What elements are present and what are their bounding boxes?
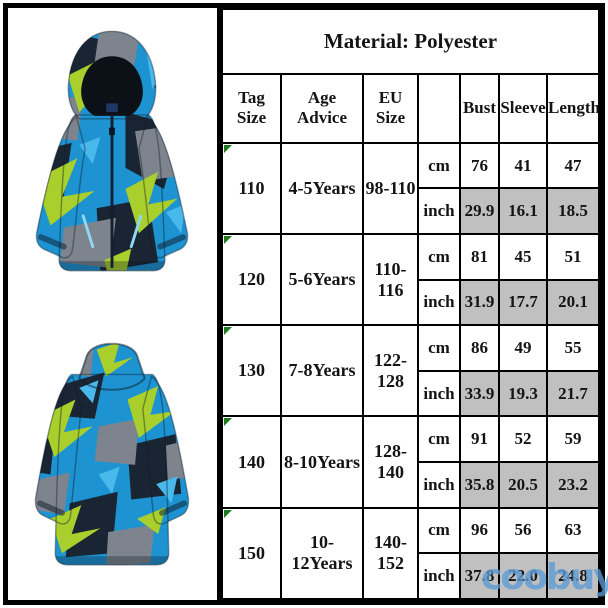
age-advice-cell: 4-5Years (280, 141, 364, 236)
age-advice-cell: 5-6Years (280, 233, 364, 327)
col-header-bust: Bust (459, 72, 500, 144)
bust-inch-cell: 29.9 (459, 187, 500, 236)
bust-cm-cell: 76 (459, 141, 500, 190)
col-header-length: Length (546, 72, 600, 144)
size-chart-panel: Material: Polyester Tag Size Age Advice … (217, 8, 600, 601)
cell-marker-triangle (224, 236, 232, 245)
col-header-age-advice: Age Advice (280, 72, 364, 144)
tag-size-cell: 130 (221, 324, 282, 418)
eu-size-cell: 140-152 (362, 506, 419, 601)
age-advice-cell: 7-8Years (280, 324, 364, 418)
bust-cm-cell: 96 (459, 506, 500, 555)
unit-cm-cell: cm (417, 233, 461, 281)
eu-size-cell: 122-128 (362, 324, 419, 418)
bust-cm-cell: 86 (459, 324, 500, 372)
size-row-cm: 110 4-5Years 98-110 cm 76 41 47 (221, 141, 600, 236)
tag-size-value: 120 (238, 269, 265, 290)
length-cm-cell: 59 (546, 415, 600, 464)
size-row-cm: 150 10-12Years 140-152 cm 96 56 63 (221, 506, 600, 601)
col-header-unit (417, 72, 461, 144)
col-header-sleeve: Sleeve (498, 72, 548, 144)
image-frame: Material: Polyester Tag Size Age Advice … (3, 3, 605, 605)
size-chart-table: Material: Polyester Tag Size Age Advice … (221, 8, 600, 601)
unit-inch-cell: inch (417, 461, 461, 509)
bust-cm-cell: 91 (459, 415, 500, 464)
col-header-tag-size: Tag Size (221, 72, 282, 144)
cell-marker-triangle (224, 418, 232, 427)
jacket-back-photo (34, 342, 190, 566)
length-inch-cell: 23.2 (546, 461, 600, 509)
unit-inch-cell: inch (417, 369, 461, 418)
sleeve-inch-cell: 19.3 (498, 369, 548, 418)
eu-size-cell: 98-110 (362, 141, 419, 236)
tag-size-value: 140 (238, 451, 265, 472)
jacket-front-photo (35, 30, 189, 272)
sleeve-cm-cell: 49 (498, 324, 548, 372)
unit-cm-cell: cm (417, 324, 461, 372)
tag-size-cell: 140 (221, 415, 282, 509)
bust-inch-cell: 37.8 (459, 552, 500, 600)
length-inch-cell: 24.8 (546, 552, 600, 600)
eu-size-cell: 110-116 (362, 233, 419, 327)
unit-cm-cell: cm (417, 506, 461, 555)
length-inch-cell: 21.7 (546, 369, 600, 418)
unit-inch-cell: inch (417, 278, 461, 327)
col-header-eu-size: EU Size (362, 72, 419, 144)
size-row-inch: inch 31.9 17.7 20.1 (222, 278, 600, 327)
age-advice-cell: 10-12Years (280, 506, 364, 601)
sleeve-inch-cell: 22.0 (498, 552, 548, 600)
size-row-inch: inch 33.9 19.3 21.7 (222, 369, 600, 418)
size-row-inch: inch 35.8 20.5 23.2 (222, 461, 600, 509)
sleeve-inch-cell: 17.7 (498, 278, 548, 327)
sleeve-inch-cell: 16.1 (498, 187, 548, 236)
sleeve-inch-cell: 20.5 (498, 461, 548, 509)
bust-inch-cell: 31.9 (459, 278, 500, 327)
length-cm-cell: 55 (546, 324, 600, 372)
size-row-cm: 140 8-10Years 128-140 cm 91 52 59 (221, 415, 600, 509)
material-row: Material: Polyester (221, 8, 600, 75)
sleeve-cm-cell: 45 (498, 233, 548, 281)
product-photo-panel (8, 8, 217, 600)
tag-size-value: 130 (238, 360, 265, 381)
cell-marker-triangle (224, 327, 232, 336)
bust-inch-cell: 33.9 (459, 369, 500, 418)
age-advice-cell: 8-10Years (280, 415, 364, 509)
sleeve-cm-cell: 41 (498, 141, 548, 190)
unit-cm-cell: cm (417, 415, 461, 464)
column-header-row: Tag Size Age Advice EU Size Bust Sleeve … (221, 72, 600, 144)
length-cm-cell: 47 (546, 141, 600, 190)
bust-cm-cell: 81 (459, 233, 500, 281)
unit-cm-cell: cm (417, 141, 461, 190)
cell-marker-triangle (224, 509, 232, 518)
tag-size-value: 110 (238, 177, 265, 198)
tag-size-cell: 110 (221, 141, 282, 236)
material-title: Material: Polyester (221, 8, 600, 75)
cell-marker-triangle (224, 144, 232, 153)
tag-size-cell: 150 (221, 506, 282, 601)
bust-inch-cell: 35.8 (459, 461, 500, 509)
unit-inch-cell: inch (417, 187, 461, 236)
length-cm-cell: 63 (546, 506, 600, 555)
tag-size-value: 150 (238, 542, 265, 563)
size-row-inch: inch 29.9 16.1 18.5 (222, 187, 600, 236)
size-row-cm: 120 5-6Years 110-116 cm 81 45 51 (221, 233, 600, 327)
sleeve-cm-cell: 52 (498, 415, 548, 464)
length-cm-cell: 51 (546, 233, 600, 281)
length-inch-cell: 18.5 (546, 187, 600, 236)
sleeve-cm-cell: 56 (498, 506, 548, 555)
tag-size-cell: 120 (221, 233, 282, 327)
eu-size-cell: 128-140 (362, 415, 419, 509)
size-row-inch: inch 37.8 22.0 24.8 (222, 552, 600, 600)
unit-inch-cell: inch (417, 552, 461, 600)
length-inch-cell: 20.1 (546, 278, 600, 327)
size-row-cm: 130 7-8Years 122-128 cm 86 49 55 (221, 324, 600, 418)
